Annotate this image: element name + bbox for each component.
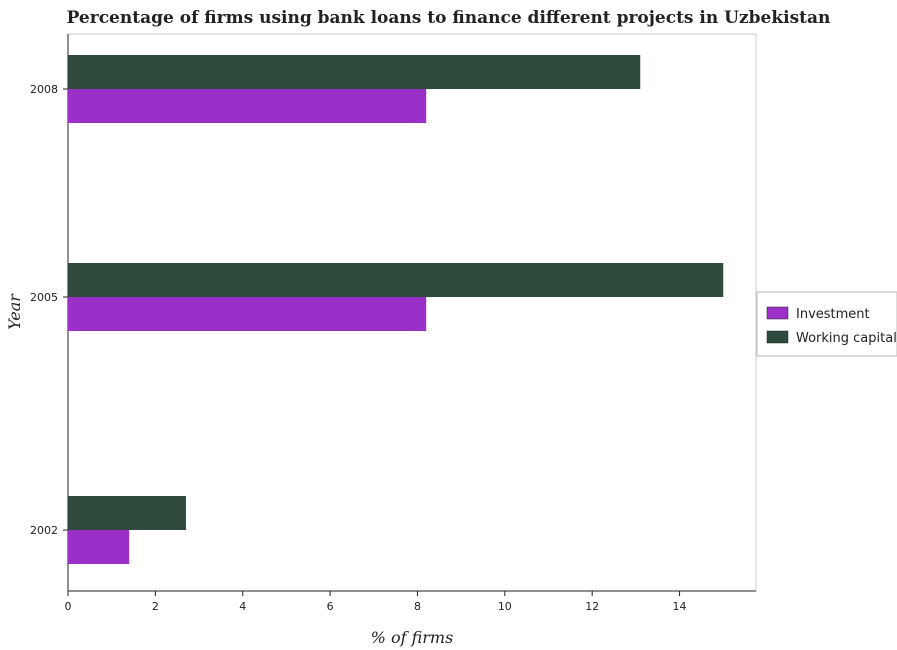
x-ticks-group: 0 2 4 6 8 10 12 14 xyxy=(65,591,687,613)
y-ticks-group: 2002 2005 2008 xyxy=(30,83,68,537)
bar-working-capital-2002 xyxy=(68,496,186,530)
x-tick-label: 10 xyxy=(498,600,512,613)
y-tick-label: 2008 xyxy=(30,83,58,96)
bar-working-capital-2005 xyxy=(68,263,724,297)
x-tick-label: 12 xyxy=(585,600,599,613)
x-tick-label: 8 xyxy=(414,600,421,613)
legend-swatch-investment xyxy=(766,306,789,320)
y-axis-label: Year xyxy=(5,293,24,330)
legend-label-investment: Investment xyxy=(796,307,870,322)
x-tick-label: 6 xyxy=(327,600,334,613)
legend-label-working-capital: Working capital xyxy=(796,331,897,346)
y-tick-label: 2005 xyxy=(30,291,58,304)
bar-investment-2008 xyxy=(68,89,427,123)
legend: Investment Working capital xyxy=(756,291,897,357)
x-tick-label: 4 xyxy=(239,600,246,613)
legend-swatch-working-capital xyxy=(766,330,789,344)
y-tick-label: 2002 xyxy=(30,524,58,537)
bar-working-capital-2008 xyxy=(68,55,641,89)
bar-investment-2005 xyxy=(68,297,427,331)
legend-box xyxy=(756,291,897,357)
chart-title: Percentage of firms using bank loans to … xyxy=(66,8,831,28)
bar-investment-2002 xyxy=(68,530,130,564)
x-tick-label: 14 xyxy=(673,600,687,613)
x-tick-label: 0 xyxy=(65,600,72,613)
x-tick-label: 2 xyxy=(152,600,159,613)
bars-group xyxy=(68,55,724,564)
x-axis-label: % of firms xyxy=(371,628,454,647)
